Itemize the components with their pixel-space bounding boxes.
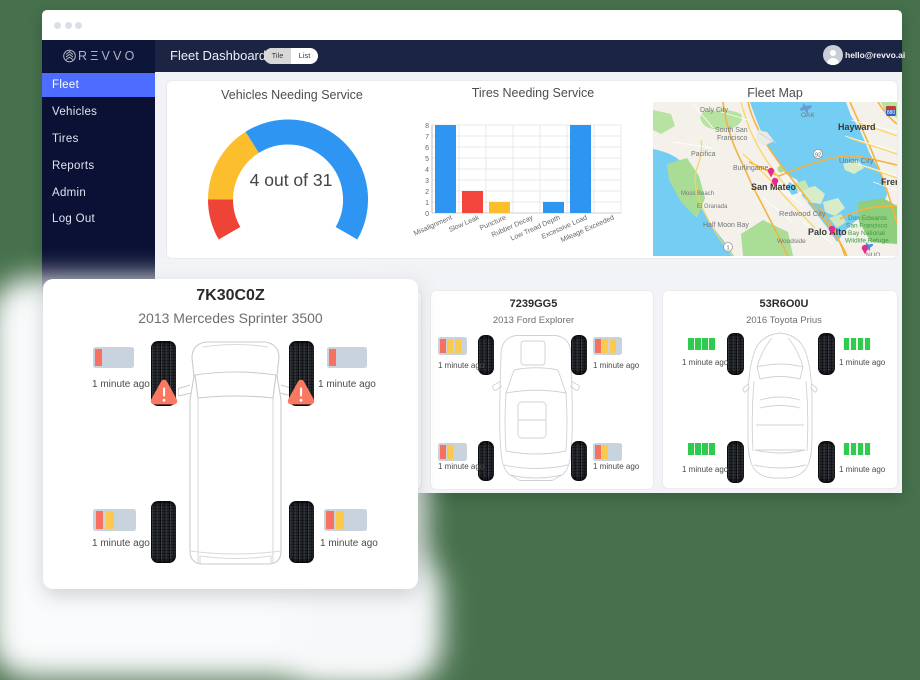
svg-text:Moss Beach: Moss Beach <box>681 191 714 197</box>
svg-text:Redwood City: Redwood City <box>779 209 826 218</box>
svg-text:Palo Alto: Palo Alto <box>808 227 847 237</box>
svg-text:Union City: Union City <box>839 156 874 165</box>
svg-text:Daly City: Daly City <box>700 107 729 114</box>
svg-text:1: 1 <box>726 246 729 252</box>
svg-text:6: 6 <box>425 145 429 152</box>
svg-text:Slow Leak: Slow Leak <box>448 214 481 234</box>
svg-text:7: 7 <box>425 134 429 141</box>
svg-text:Woodside: Woodside <box>777 238 806 245</box>
svg-text:880: 880 <box>887 110 896 116</box>
svg-text:San Francisco: San Francisco <box>846 223 888 230</box>
svg-text:4: 4 <box>425 167 429 174</box>
svg-text:South San: South San <box>715 127 748 134</box>
svg-text:Burlingame: Burlingame <box>733 165 769 172</box>
svg-text:Misalignment: Misalignment <box>413 214 454 237</box>
svg-text:San Mateo: San Mateo <box>751 182 797 192</box>
svg-text:3: 3 <box>425 178 429 185</box>
svg-text:1: 1 <box>425 200 429 207</box>
svg-text:Hayward: Hayward <box>838 122 876 132</box>
svg-text:0: 0 <box>425 211 429 218</box>
svg-text:8: 8 <box>425 123 429 130</box>
svg-text:Frem: Frem <box>881 177 897 187</box>
svg-text:5: 5 <box>425 156 429 163</box>
svg-text:El Granada: El Granada <box>697 204 728 210</box>
svg-text:Bay National: Bay National <box>848 230 885 237</box>
svg-text:Half Moon Bay: Half Moon Bay <box>703 222 749 229</box>
svg-text:NUQ: NUQ <box>866 252 880 256</box>
svg-text:Wildlife Refuge: Wildlife Refuge <box>845 238 889 245</box>
svg-text:Pacifica: Pacifica <box>691 151 716 158</box>
svg-text:2: 2 <box>425 189 429 196</box>
svg-text:OAK: OAK <box>801 112 815 119</box>
svg-text:Don Edwards: Don Edwards <box>848 215 888 222</box>
svg-text:Francisco: Francisco <box>717 135 747 142</box>
svg-text:92: 92 <box>815 153 821 159</box>
